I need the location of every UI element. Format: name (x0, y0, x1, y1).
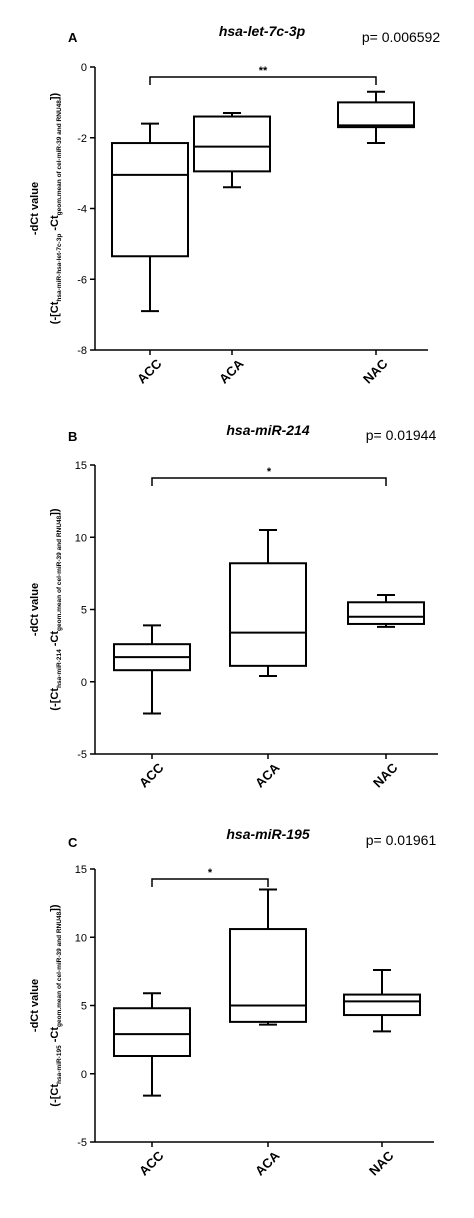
box-iqr (193, 115, 271, 173)
y-axis-sublabel-part: hsa-miR-214 (56, 649, 63, 688)
y-axis-label: -dCt value (29, 979, 41, 1032)
y-axis-label: -dCt value (29, 583, 41, 636)
x-tick-label: NAC (370, 760, 401, 791)
y-axis-sublabel-part: -Ct (49, 215, 61, 234)
y-axis-sublabel: (-[Cthsa-miR-195 -Ctgeom.mean of cel-miR… (49, 904, 63, 1106)
box-aca (229, 529, 307, 677)
y-axis-sublabel-part: -Ct (49, 631, 61, 650)
box-nac (343, 969, 421, 1033)
y-tick-label: 10 (75, 532, 87, 544)
box-iqr (343, 993, 421, 1017)
y-axis-label: -dCt value (29, 182, 41, 235)
y-tick-label: 0 (81, 62, 87, 74)
box-aca (229, 888, 307, 1026)
x-tick-label: ACA (252, 1148, 283, 1179)
y-tick-label: -6 (77, 274, 87, 286)
box-iqr (229, 562, 307, 667)
y-axis-sublabel-part: geom.mean of cel-miR-39 and RNU48 (56, 515, 63, 631)
box-aca (193, 111, 271, 189)
significance-bracket (151, 477, 387, 486)
box-acc (113, 992, 191, 1097)
panel-letter: C (68, 835, 78, 850)
significance-label: * (208, 867, 213, 879)
y-axis-sublabel-part: geom.mean of cel-miR-39 and RNU48 (56, 911, 63, 1027)
box-iqr (229, 928, 307, 1023)
y-axis-sublabel-part: (-[Ct (49, 1084, 61, 1107)
y-axis-sublabel: (-[Cthsa-miR-214 -Ctgeom.mean of cel-miR… (49, 508, 63, 710)
y-axis-sublabel-part: geom.mean of cel-miR-39 and RNU48 (56, 100, 63, 216)
x-tick-label: ACA (252, 760, 283, 791)
y-tick-label: -5 (77, 749, 87, 761)
box-nac (337, 90, 415, 145)
y-tick-label: 10 (75, 932, 87, 944)
x-tick-label: NAC (360, 356, 391, 387)
significance-label: * (267, 466, 272, 478)
box-iqr (347, 601, 425, 625)
y-tick-label: -5 (77, 1137, 87, 1149)
x-tick-label: NAC (366, 1148, 397, 1179)
x-tick-label: ACC (136, 760, 167, 791)
box-iqr (111, 142, 189, 258)
box-nac (347, 594, 425, 628)
y-tick-label: -4 (77, 204, 87, 216)
x-tick-label: ACC (136, 1148, 167, 1179)
p-value: p= 0.006592 (362, 29, 440, 45)
y-axis-sublabel-part: ]) (49, 508, 61, 516)
chart-title: hsa-let-7c-3p (219, 23, 306, 39)
box-iqr (113, 1007, 191, 1058)
y-axis-sublabel-part: -Ct (49, 1027, 61, 1046)
y-axis-sublabel-part: hsa-miR-195 (56, 1045, 63, 1084)
significance-bracket (151, 878, 269, 887)
chart-title: hsa-miR-214 (226, 422, 309, 438)
chart-title: hsa-miR-195 (226, 826, 309, 842)
y-axis-sublabel-part: hsa-miR-hsa-let-7c-3p (56, 234, 63, 302)
x-tick-label: ACC (134, 356, 165, 387)
p-value: p= 0.01944 (366, 427, 437, 443)
y-tick-label: 5 (81, 605, 87, 617)
box-acc (111, 122, 189, 313)
x-tick-label: ACA (216, 356, 247, 387)
y-tick-label: 15 (75, 864, 87, 876)
y-axis-sublabel-part: ]) (49, 904, 61, 912)
y-axis-sublabel-part: (-[Ct (49, 688, 61, 711)
y-tick-label: 0 (81, 1069, 87, 1081)
panel-letter: A (68, 30, 78, 45)
y-axis-sublabel-part: ]) (49, 92, 61, 100)
significance-label: ** (259, 65, 268, 77)
y-tick-label: 5 (81, 1001, 87, 1013)
y-axis-sublabel: (-[Cthsa-miR-hsa-let-7c-3p -Ctgeom.mean … (49, 92, 63, 324)
significance-bracket (149, 76, 377, 85)
y-tick-label: 0 (81, 677, 87, 689)
y-tick-label: -2 (77, 133, 87, 145)
y-tick-label: -8 (77, 345, 87, 357)
panel-letter: B (68, 429, 77, 444)
box-acc (113, 624, 191, 715)
y-tick-label: 15 (75, 460, 87, 472)
y-axis-sublabel-part: (-[Ct (49, 301, 61, 324)
box-iqr (337, 101, 415, 129)
p-value: p= 0.01961 (366, 832, 437, 848)
